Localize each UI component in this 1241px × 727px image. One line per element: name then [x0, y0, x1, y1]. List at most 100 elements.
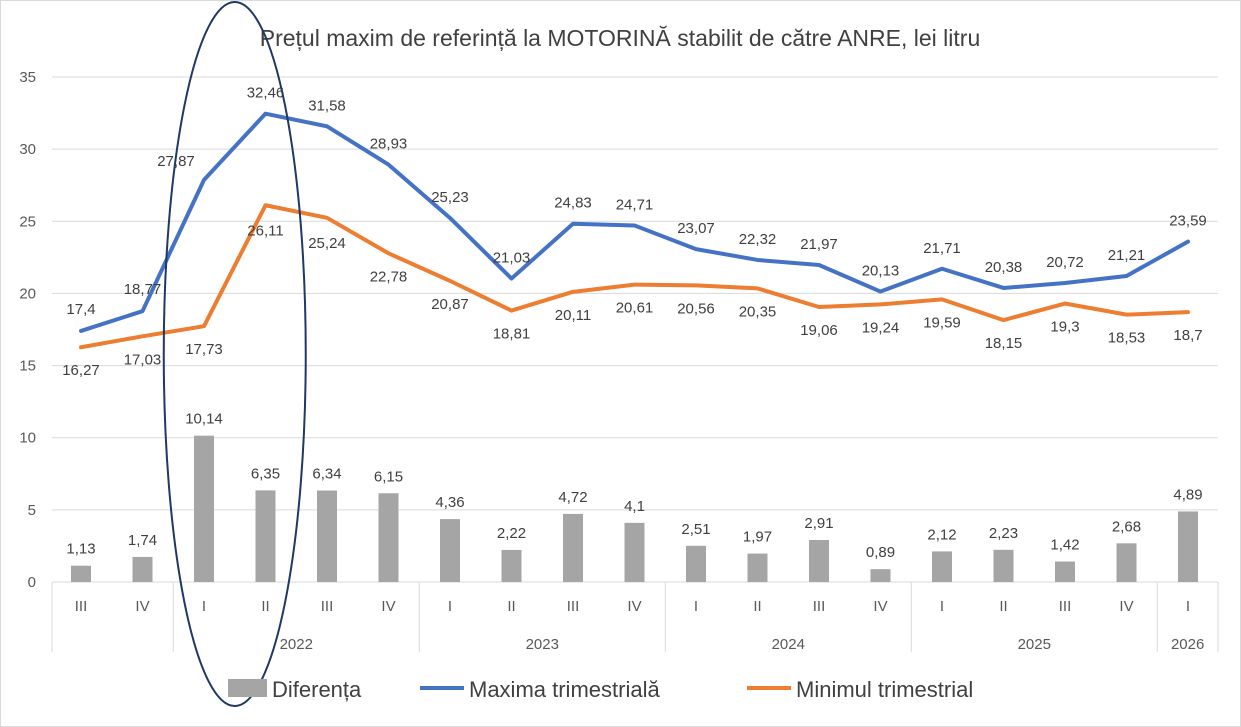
y-axis: 0 5 10 15 20 25 30 35 — [19, 69, 36, 591]
bar-data-label: 6,15 — [374, 468, 403, 485]
chart-title: Prețul maxim de referință la MOTORINĂ st… — [260, 25, 980, 51]
bar-data-label: 1,74 — [128, 532, 157, 549]
minimul-data-label: 22,78 — [370, 268, 408, 285]
maxima-data-label: 24,71 — [616, 196, 654, 213]
x-tick-label: I — [202, 598, 206, 615]
maxima-data-label: 17,4 — [66, 301, 95, 318]
bar-data-label: 1,42 — [1050, 537, 1079, 554]
x-tick-label: III — [1059, 598, 1072, 615]
bar-series — [71, 435, 1198, 582]
bar-data-label: 6,34 — [312, 466, 341, 483]
minimul-data-label: 20,35 — [739, 303, 777, 320]
x-tick-label: I — [1186, 598, 1190, 615]
legend-swatch-bar — [228, 679, 267, 697]
x-tick-label: II — [261, 598, 269, 615]
minimul-data-label: 19,06 — [800, 322, 838, 339]
bar-data-label: 4,36 — [435, 494, 464, 511]
x-tick-label: IV — [135, 598, 149, 615]
bar-data-label: 6,35 — [251, 465, 280, 482]
bar-data-label: 2,23 — [989, 525, 1018, 542]
annotation — [162, 1, 307, 707]
bar-data-label: 0,89 — [866, 544, 895, 561]
x-tick-label: II — [753, 598, 761, 615]
maxima-data-label: 21,21 — [1108, 247, 1146, 264]
bar — [378, 493, 399, 582]
bar — [1116, 543, 1137, 582]
minimul-data-label: 18,81 — [493, 326, 531, 343]
bar — [440, 519, 460, 582]
x-year-label: 2023 — [526, 636, 559, 653]
legend-label: Maxima trimestrială — [469, 677, 660, 702]
bar-data-label: 2,68 — [1112, 518, 1141, 535]
x-axis: III IV I II III IV I II III IV I II III IV I II III IV I20… — [51, 582, 1219, 653]
y-tick-label: 35 — [19, 69, 36, 86]
line-series — [79, 111, 1190, 350]
x-year-label: 2022 — [280, 636, 313, 653]
bar-data-label: 10,14 — [185, 411, 223, 428]
maxima-data-label: 24,83 — [554, 195, 592, 212]
maxima-data-label: 25,23 — [431, 189, 469, 206]
x-tick-label: I — [448, 598, 452, 615]
bar — [870, 569, 891, 582]
x-tick-label: III — [567, 598, 580, 615]
y-tick-label: 25 — [19, 213, 36, 230]
y-tick-label: 15 — [19, 358, 36, 375]
minimul-data-label: 19,3 — [1050, 319, 1079, 336]
bar — [255, 490, 276, 582]
maxima-data-label: 21,71 — [923, 240, 961, 257]
maxima-data-label: 22,32 — [739, 231, 777, 248]
x-tick-label: IV — [873, 598, 887, 615]
legend: Diferența Maxima trimestrială Minimul trim… — [228, 677, 973, 702]
bar-data-label: 2,91 — [804, 515, 833, 532]
x-tick-label: III — [75, 598, 88, 615]
bar — [993, 549, 1014, 582]
x-year-label: 2026 — [1171, 636, 1204, 653]
minimul-data-label: 18,15 — [985, 335, 1023, 352]
bar — [563, 513, 583, 582]
minimul-data-label: 26,11 — [247, 222, 283, 239]
x-tick-label: II — [507, 598, 515, 615]
maxima-data-label: 18,77 — [124, 281, 162, 298]
minimul-data-label: 17,03 — [124, 351, 162, 368]
bar — [747, 553, 768, 582]
bar-data-label: 4,72 — [558, 489, 587, 506]
bar-data-label: 2,51 — [681, 521, 710, 538]
y-tick-label: 20 — [19, 285, 36, 302]
bar — [809, 540, 829, 582]
x-tick-label: IV — [381, 598, 395, 615]
data-labels: 1,13 1,74 10,14 6,35 6,34 6,15 4,36 2,22 4,72 4,1… — [62, 85, 1207, 562]
bar-data-label: 1,97 — [743, 529, 772, 546]
y-tick-label: 30 — [19, 141, 36, 158]
maxima-data-label: 21,97 — [800, 236, 838, 253]
x-tick-label: III — [321, 598, 334, 615]
y-tick-label: 5 — [28, 502, 36, 519]
maxima-data-label: 28,93 — [370, 136, 408, 153]
bar — [1055, 561, 1075, 582]
y-tick-label: 10 — [19, 430, 36, 447]
minimul-data-label: 20,61 — [616, 300, 654, 317]
bar-data-label: 1,13 — [66, 541, 95, 558]
bar-data-label: 2,12 — [927, 526, 956, 543]
bar — [686, 545, 706, 582]
maxima-data-label: 23,07 — [677, 220, 715, 237]
bar — [624, 522, 645, 582]
x-tick-label: I — [694, 598, 698, 615]
maxima-data-label: 23,59 — [1169, 213, 1207, 230]
grid — [52, 76, 1218, 583]
bar-data-label: 2,22 — [497, 525, 526, 542]
legend-label: Diferența — [272, 677, 362, 702]
x-tick-label: I — [940, 598, 944, 615]
x-tick-label: IV — [1119, 598, 1133, 615]
bar — [194, 435, 214, 582]
bar — [132, 556, 153, 582]
minimul-data-label: 20,87 — [431, 296, 469, 313]
minimul-data-label: 16,27 — [62, 362, 100, 379]
maxima-data-label: 20,38 — [985, 259, 1023, 276]
x-year-label: 2025 — [1018, 636, 1051, 653]
bar — [932, 551, 952, 582]
bar — [71, 565, 91, 582]
bar — [317, 490, 337, 582]
x-year-label: 2024 — [772, 636, 805, 653]
